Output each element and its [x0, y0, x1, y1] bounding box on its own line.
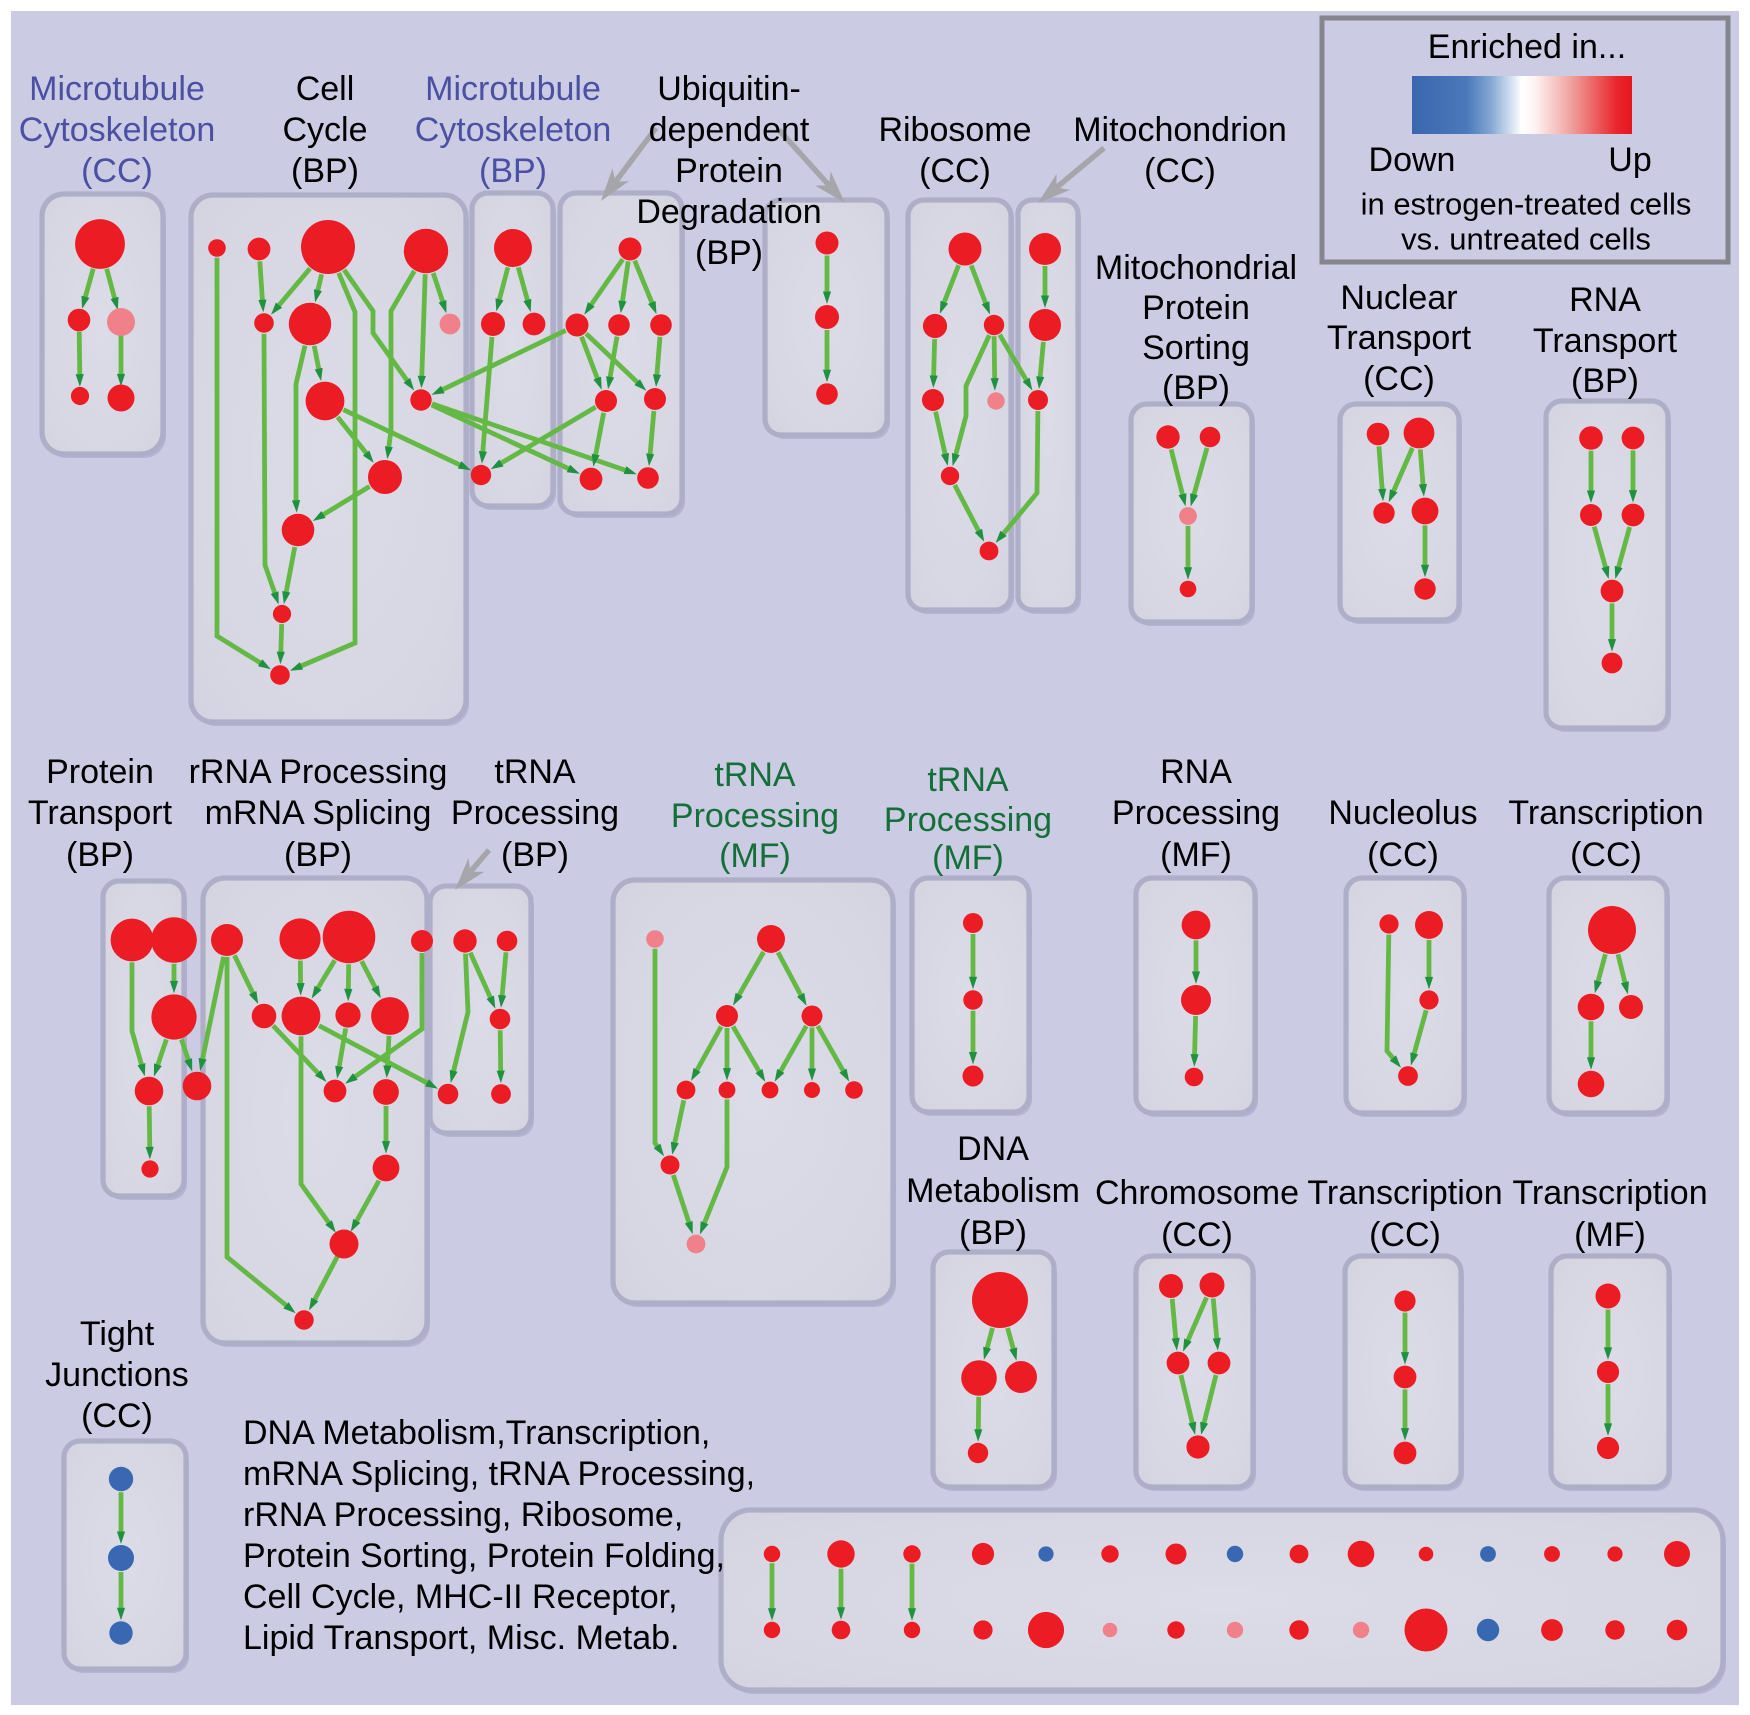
svg-text:Transport: Transport	[1327, 319, 1472, 357]
svg-text:Sorting: Sorting	[1142, 329, 1250, 367]
svg-text:Down: Down	[1369, 141, 1456, 179]
svg-text:Microtubule: Microtubule	[29, 70, 205, 108]
svg-text:(BP): (BP)	[66, 836, 134, 874]
svg-text:Junctions: Junctions	[45, 1356, 189, 1394]
svg-text:Transport: Transport	[1533, 322, 1678, 360]
svg-text:(CC): (CC)	[919, 152, 991, 190]
svg-text:Transcription: Transcription	[1307, 1174, 1502, 1212]
svg-text:(CC): (CC)	[1144, 152, 1216, 190]
svg-text:Chromosome: Chromosome	[1095, 1174, 1299, 1212]
svg-text:Processing: Processing	[451, 794, 619, 832]
svg-text:tRNA: tRNA	[494, 753, 576, 791]
svg-text:mRNA Splicing, tRNA Processing: mRNA Splicing, tRNA Processing,	[243, 1455, 755, 1493]
svg-text:RNA: RNA	[1569, 281, 1641, 319]
svg-text:dependent: dependent	[649, 111, 810, 149]
svg-text:Nucleolus: Nucleolus	[1328, 794, 1477, 832]
svg-text:Cell: Cell	[296, 70, 355, 108]
svg-text:(MF): (MF)	[1160, 836, 1232, 874]
svg-text:Protein Sorting, Protein Foldi: Protein Sorting, Protein Folding,	[243, 1537, 725, 1575]
svg-text:Cell Cycle, MHC-II Receptor,: Cell Cycle, MHC-II Receptor,	[243, 1578, 678, 1616]
svg-text:(MF): (MF)	[932, 839, 1004, 877]
svg-text:rRNA Processing, Ribosome,: rRNA Processing, Ribosome,	[243, 1496, 683, 1534]
svg-text:Processing: Processing	[1112, 794, 1280, 832]
svg-text:Protein: Protein	[1142, 289, 1250, 327]
svg-text:Lipid Transport, Misc. Metab.: Lipid Transport, Misc. Metab.	[243, 1619, 680, 1657]
svg-text:(CC): (CC)	[1570, 836, 1642, 874]
svg-text:DNA Metabolism,Transcription,: DNA Metabolism,Transcription,	[243, 1414, 710, 1452]
svg-text:(CC): (CC)	[1369, 1216, 1441, 1254]
svg-text:(BP): (BP)	[479, 152, 547, 190]
svg-text:Protein: Protein	[46, 753, 154, 791]
svg-text:(CC): (CC)	[1367, 836, 1439, 874]
svg-text:(BP): (BP)	[1162, 369, 1230, 407]
svg-text:(BP): (BP)	[501, 836, 569, 874]
svg-text:Enriched in...: Enriched in...	[1428, 28, 1626, 66]
svg-text:Processing: Processing	[671, 797, 839, 835]
svg-text:Transport: Transport	[28, 794, 173, 832]
svg-text:Mitochondrion: Mitochondrion	[1073, 111, 1287, 149]
svg-text:Protein: Protein	[675, 152, 783, 190]
svg-text:rRNA Processing: rRNA Processing	[189, 753, 448, 791]
svg-text:(MF): (MF)	[719, 837, 791, 875]
svg-text:Ubiquitin-: Ubiquitin-	[657, 70, 801, 108]
svg-text:Cytoskeleton: Cytoskeleton	[415, 111, 612, 149]
svg-text:Nuclear: Nuclear	[1340, 279, 1457, 317]
svg-text:Ribosome: Ribosome	[878, 111, 1031, 149]
svg-text:Processing: Processing	[884, 801, 1052, 839]
svg-text:Tight: Tight	[80, 1315, 155, 1353]
svg-text:(CC): (CC)	[1363, 360, 1435, 398]
svg-text:in estrogen-treated cells: in estrogen-treated cells	[1361, 187, 1692, 222]
svg-text:DNA: DNA	[957, 1130, 1029, 1168]
svg-text:Microtubule: Microtubule	[425, 70, 601, 108]
svg-text:(MF): (MF)	[1574, 1216, 1646, 1254]
svg-text:Cycle: Cycle	[282, 111, 367, 149]
svg-text:RNA: RNA	[1160, 753, 1232, 791]
svg-text:Transcription: Transcription	[1512, 1174, 1707, 1212]
svg-text:(BP): (BP)	[291, 152, 359, 190]
svg-text:Mitochondrial: Mitochondrial	[1095, 249, 1297, 287]
svg-text:tRNA: tRNA	[927, 761, 1009, 799]
svg-text:Degradation: Degradation	[636, 193, 821, 231]
svg-text:Transcription: Transcription	[1508, 794, 1703, 832]
svg-text:(BP): (BP)	[959, 1214, 1027, 1252]
svg-text:vs. untreated cells: vs. untreated cells	[1401, 222, 1651, 257]
svg-text:(CC): (CC)	[81, 152, 153, 190]
svg-text:Cytoskeleton: Cytoskeleton	[19, 111, 216, 149]
svg-text:(CC): (CC)	[1161, 1216, 1233, 1254]
svg-text:(BP): (BP)	[1571, 362, 1639, 400]
svg-text:(CC): (CC)	[81, 1397, 153, 1435]
svg-text:mRNA Splicing: mRNA Splicing	[205, 794, 432, 832]
svg-text:(BP): (BP)	[284, 836, 352, 874]
svg-text:Up: Up	[1608, 141, 1651, 179]
svg-text:(BP): (BP)	[695, 234, 763, 272]
svg-text:tRNA: tRNA	[714, 756, 796, 794]
svg-text:Metabolism: Metabolism	[906, 1172, 1080, 1210]
